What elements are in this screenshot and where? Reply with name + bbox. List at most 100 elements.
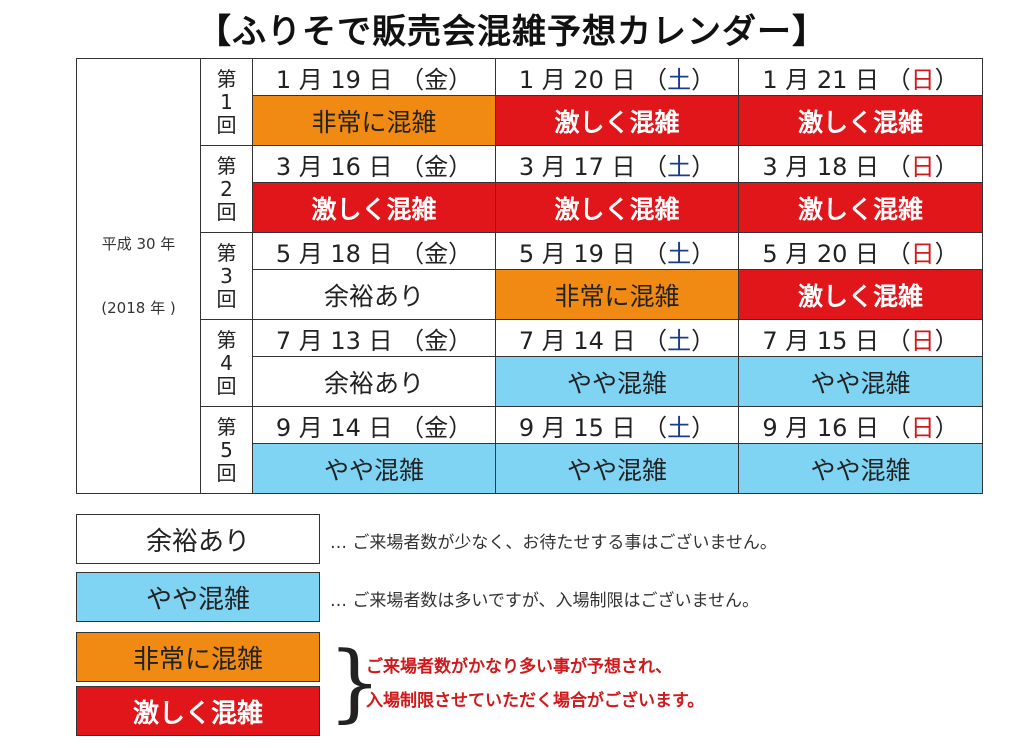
status-cell: 激しく混雑 [495,95,739,146]
date-text: 9 月 16 日 [762,413,880,442]
status-cell: 余裕あり [252,269,496,320]
date-cell: 9 月 14 日 （金） [252,406,496,444]
calendar-status-row: やや混雑 やや混雑 やや混雑 [77,443,983,494]
round-label-char: 3 [220,263,233,288]
paren-close: ） [691,326,716,355]
legend-label: やや混雑 [145,584,250,615]
legend-label: 余裕あり [145,526,250,557]
legend-label: 激しく混雑 [132,698,263,729]
status-cell: 激しく混雑 [738,95,983,146]
calendar-date-row: 平成 30 年 (2018 年 ) 第 1 回 1 月 19 日 （金） 1 月 20 日 … [76,58,983,494]
legend-label: 非常に混雑 [132,644,263,675]
date-cell: 7 月 15 日 （日） [738,319,983,357]
paren-close: ） [691,65,716,94]
calendar-status-row: 余裕あり やや混雑 やや混雑 [77,356,983,407]
round-label-char: 第 [216,66,237,91]
paren-open: （ [886,326,911,355]
date-text: 1 月 20 日 [518,65,636,94]
status-label: やや混雑 [566,455,667,485]
round-label-char: 2 [220,176,233,201]
date-cell: 1 月 20 日 （土） [495,58,739,96]
status-cell: やや混雑 [495,443,739,494]
legend-desc-yoyuu: … ご来場者数が少なく、お待たせする事はございません。 [330,533,777,553]
day-of-week: 日 [910,65,935,94]
status-cell: やや混雑 [738,443,983,494]
round-label-char: 4 [220,350,233,375]
date-text: 9 月 14 日 [275,413,393,442]
paren-open: （ [886,65,911,94]
paren-open: （ [400,152,425,181]
status-cell: やや混雑 [252,443,496,494]
date-cell: 7 月 14 日 （土） [495,319,739,357]
date-cell: 5 月 19 日 （土） [495,232,739,270]
round-label-char: 回 [216,112,237,137]
date-cell: 3 月 18 日 （日） [738,145,983,183]
paren-open: （ [400,239,425,268]
paren-close: ） [691,239,716,268]
paren-open: （ [643,152,668,181]
status-label: 激しく混雑 [554,107,680,137]
legend-brace: } [328,633,382,731]
era-western-year: (2018 年 ) [101,299,176,317]
status-label: 激しく混雑 [554,194,680,224]
status-label: 激しく混雑 [797,194,923,224]
date-cell: 1 月 19 日 （金） [252,58,496,96]
day-of-week: 金 [424,65,449,94]
round-label-char: 回 [216,199,237,224]
congestion-calendar-table: 平成 30 年 (2018 年 ) 第 1 回 1 月 19 日 （金） 1 月 20 日 … [76,58,983,494]
day-of-week: 日 [910,413,935,442]
calendar-status-row: 余裕あり 非常に混雑 激しく混雑 [77,269,983,320]
legend-desc-yaya: … ご来場者数は多いですが、入場制限はございません。 [330,591,760,611]
legend-hageshiku: 激しく混雑 [76,686,320,736]
status-cell: 非常に混雑 [252,95,496,146]
date-text: 1 月 19 日 [275,65,393,94]
date-cell: 3 月 16 日 （金） [252,145,496,183]
date-text: 9 月 15 日 [518,413,636,442]
day-of-week: 土 [667,152,692,181]
status-label: 余裕あり [323,368,424,398]
date-cell: 3 月 17 日 （土） [495,145,739,183]
paren-close: ） [934,413,959,442]
day-of-week: 日 [910,326,935,355]
era-year: 平成 30 年 [101,235,176,253]
date-text: 7 月 14 日 [518,326,636,355]
round-label-char: 回 [216,460,237,485]
day-of-week: 土 [667,239,692,268]
paren-close: ） [934,152,959,181]
paren-close: ） [448,239,473,268]
round-label-char: 回 [216,373,237,398]
date-text: 5 月 20 日 [762,239,880,268]
calendar-status-row: 非常に混雑 激しく混雑 激しく混雑 [77,95,983,146]
date-text: 3 月 16 日 [275,152,393,181]
date-cell: 9 月 15 日 （土） [495,406,739,444]
date-text: 7 月 13 日 [275,326,393,355]
date-cell: 7 月 13 日 （金） [252,319,496,357]
round-label-char: 第 [216,414,237,439]
status-label: 激しく混雑 [797,107,923,137]
status-label: 激しく混雑 [311,194,437,224]
date-text: 5 月 18 日 [275,239,393,268]
legend-hijou: 非常に混雑 [76,632,320,682]
date-cell: 9 月 16 日 （日） [738,406,983,444]
paren-open: （ [643,326,668,355]
paren-open: （ [400,413,425,442]
paren-close: ） [448,152,473,181]
round-label-char: 第 [216,240,237,265]
paren-close: ） [691,152,716,181]
date-cell: 1 月 21 日 （日） [738,58,983,96]
day-of-week: 金 [424,152,449,181]
date-text: 5 月 19 日 [518,239,636,268]
round-label-char: 5 [220,437,233,462]
day-of-week: 日 [910,152,935,181]
round-label-char: 第 [216,153,237,178]
paren-open: （ [400,326,425,355]
paren-open: （ [400,65,425,94]
status-cell: 非常に混雑 [495,269,739,320]
paren-close: ） [448,326,473,355]
